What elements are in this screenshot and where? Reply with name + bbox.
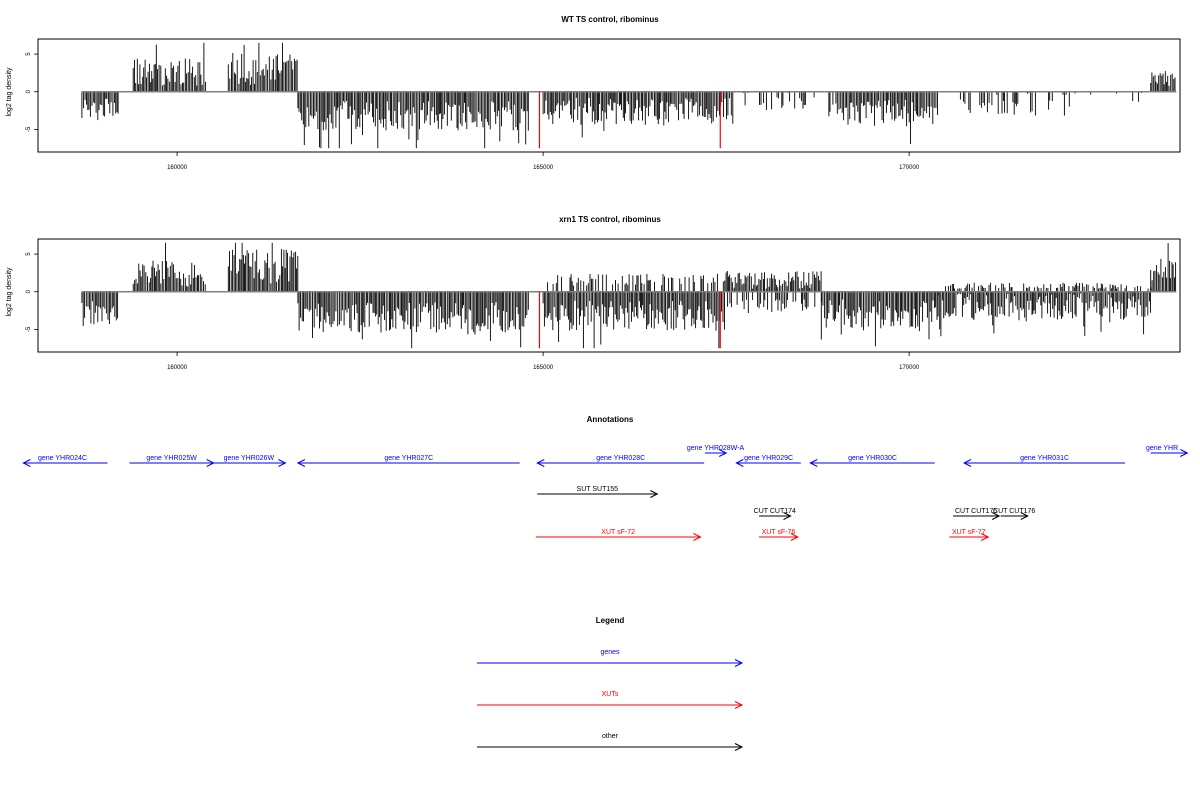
- annotation-arrow-head: [693, 533, 702, 541]
- legend-arrow-head: [734, 701, 744, 709]
- legend-title: Legend: [596, 616, 625, 625]
- xrn1-y-axis-label: log2 tag density: [6, 267, 13, 317]
- annotations-title: Annotations: [587, 415, 634, 424]
- annotation-arrow-head: [790, 533, 799, 541]
- annotation-items-group: gene YHR024C gene YHR025W gene YHR026W gene…: [22, 445, 1189, 541]
- annotation-arrow-head: [536, 459, 545, 467]
- annotation-arrow-head: [991, 512, 1001, 520]
- x-tick-label: 165000: [533, 365, 554, 371]
- annotation-label: gene YHR029C: [744, 455, 793, 462]
- annotation-label: gene YHR028C: [596, 455, 645, 462]
- annotation-label: gene YHR028W-A: [687, 445, 745, 452]
- y-tick-label: 5: [26, 52, 32, 56]
- y-tick-label: 0: [26, 289, 32, 293]
- legend-arrow-head: [734, 659, 744, 667]
- annotation-label: gene YHR027C: [384, 455, 433, 462]
- annotation-label: XUT sF-76: [762, 529, 796, 536]
- wt-axes-group: 160000 165000 170000 -5 0 5: [26, 52, 920, 171]
- x-tick-label: 170000: [899, 365, 920, 371]
- y-tick-label: 0: [26, 89, 32, 93]
- wt-bars-group: [81, 42, 1177, 149]
- annotation-label: XUT sF-77: [952, 529, 986, 536]
- xrn1-plot-frame: [37, 238, 1181, 353]
- legend-panel: Legend genes XUTs other: [477, 616, 744, 751]
- annotation-label: gene YHR025W: [146, 455, 197, 462]
- xrn1-track-panel: xrn1 TS control, ribominus log2 tag dens…: [6, 215, 1181, 371]
- legend-label: genes: [600, 649, 620, 656]
- wt-track-title: WT TS control, ribominus: [561, 15, 659, 24]
- annotation-arrow-head: [1180, 449, 1189, 457]
- annotation-arrow-head: [22, 459, 31, 467]
- x-tick-label: 160000: [167, 165, 188, 171]
- annotation-arrow-head: [650, 490, 659, 498]
- annotation-label: SUT SUT155: [577, 486, 619, 493]
- annotation-label: gene YHR030C: [848, 455, 897, 462]
- x-tick-label: 160000: [167, 365, 188, 371]
- legend-arrow-head: [734, 743, 744, 751]
- annotation-arrow-head: [809, 459, 818, 467]
- annotation-arrow-head: [1020, 512, 1029, 520]
- annotation-label: gene YHR024C: [38, 455, 87, 462]
- annotation-arrow-head: [783, 512, 792, 520]
- annotation-label: CUT CUT176: [993, 508, 1035, 515]
- annotation-arrow-head: [296, 459, 306, 467]
- legend-items-group: genes XUTs other: [477, 649, 744, 751]
- y-tick-label: -5: [26, 326, 32, 332]
- y-tick-label: 5: [26, 252, 32, 256]
- annotation-arrow-head: [962, 459, 972, 467]
- annotation-label: gene YHR: [1146, 445, 1178, 452]
- annotation-arrow-head: [980, 533, 990, 541]
- annotation-label: XUT sF-72: [601, 529, 635, 536]
- xrn1-bars-group: [81, 242, 1177, 349]
- annotation-arrow-head: [278, 459, 287, 467]
- annotation-label: CUT CUT175: [955, 508, 997, 515]
- annotation-label: CUT CUT174: [754, 508, 796, 515]
- wt-y-axis-label: log2 tag density: [6, 67, 13, 117]
- y-tick-label: -5: [26, 126, 32, 132]
- legend-label: other: [602, 733, 619, 740]
- legend-label: XUTs: [602, 691, 619, 698]
- wt-plot-frame: [37, 38, 1181, 153]
- x-tick-label: 165000: [533, 165, 554, 171]
- annotation-arrow-head: [735, 459, 744, 467]
- wt-track-panel: WT TS control, ribominus log2 tag densit…: [6, 15, 1181, 171]
- xrn1-axes-group: 160000 165000 170000 -5 0 5: [26, 252, 920, 371]
- annotation-label: gene YHR031C: [1020, 455, 1069, 462]
- xrn1-track-title: xrn1 TS control, ribominus: [559, 215, 661, 224]
- annotation-label: gene YHR026W: [224, 455, 275, 462]
- annotation-arrow-head: [718, 449, 728, 457]
- annotations-panel: Annotations gene YHR024C gene YHR025W gene…: [22, 415, 1189, 541]
- x-tick-label: 170000: [899, 165, 920, 171]
